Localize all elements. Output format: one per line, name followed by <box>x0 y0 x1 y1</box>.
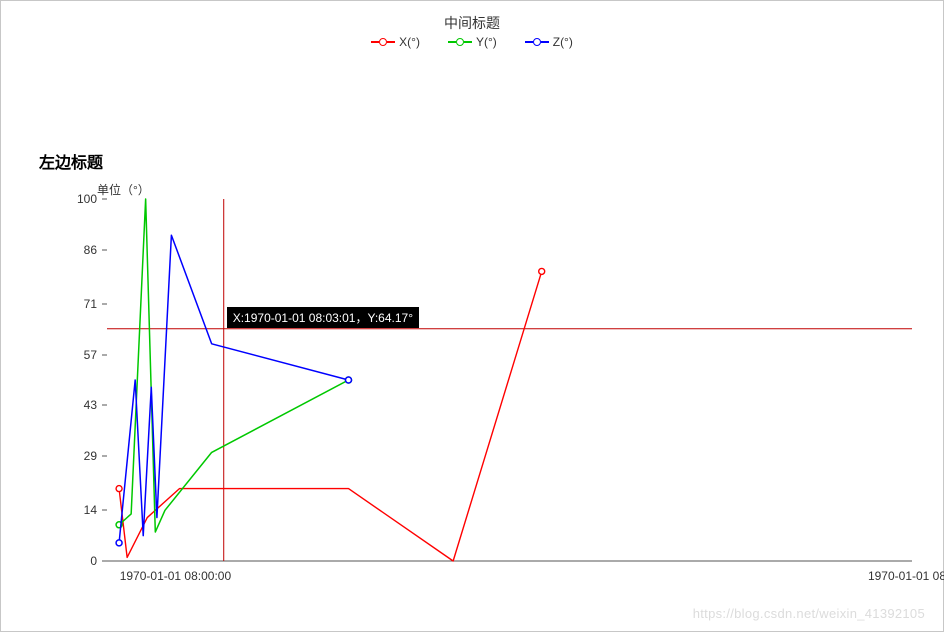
y-tick-mark <box>102 199 107 200</box>
y-tick-label: 86 <box>84 243 97 257</box>
chart-center-title: 中间标题 <box>1 13 943 33</box>
y-tick-label: 43 <box>84 398 97 412</box>
chart-plot-area: 单位（°）01429435771861001970-01-01 08:00:00… <box>107 199 912 561</box>
legend-label: X(°) <box>399 35 420 49</box>
legend-marker-icon <box>448 36 472 48</box>
y-tick-label: 29 <box>84 449 97 463</box>
series-marker-icon <box>116 540 122 546</box>
series-line-0 <box>119 271 542 561</box>
y-tick-label: 57 <box>84 348 97 362</box>
y-tick-mark <box>102 249 107 250</box>
legend-marker-icon <box>371 36 395 48</box>
series-line-1 <box>119 199 348 532</box>
y-tick-label: 0 <box>90 554 97 568</box>
legend-marker-icon <box>525 36 549 48</box>
legend-item-1[interactable]: Y(°) <box>448 35 497 49</box>
series-marker-icon <box>116 486 122 492</box>
series-marker-icon <box>539 268 545 274</box>
legend-item-0[interactable]: X(°) <box>371 35 420 49</box>
chart-frame: 中间标题 X(°)Y(°)Z(°) 左边标题 单位（°）014294357718… <box>0 0 944 632</box>
legend-item-2[interactable]: Z(°) <box>525 35 573 49</box>
watermark-text: https://blog.csdn.net/weixin_41392105 <box>693 606 925 621</box>
y-axis-unit-label: 单位（°） <box>97 181 150 198</box>
y-tick-label: 100 <box>77 192 97 206</box>
chart-legend: X(°) Y(°) Z(°) <box>1 35 943 51</box>
y-tick-mark <box>102 510 107 511</box>
y-tick-label: 14 <box>84 503 97 517</box>
chart-left-title: 左边标题 <box>39 149 103 173</box>
y-tick-mark <box>102 405 107 406</box>
y-tick-mark <box>102 354 107 355</box>
x-tick-label: 1970-01-01 08:1 <box>868 569 944 583</box>
legend-label: Y(°) <box>476 35 497 49</box>
series-line-2 <box>119 235 348 543</box>
series-marker-icon <box>346 377 352 383</box>
y-tick-label: 71 <box>84 297 97 311</box>
chart-svg <box>107 199 912 561</box>
x-tick-label: 1970-01-01 08:00:00 <box>120 569 231 583</box>
y-tick-mark <box>102 303 107 304</box>
y-tick-mark <box>102 456 107 457</box>
legend-label: Z(°) <box>553 35 573 49</box>
y-tick-mark <box>102 561 107 562</box>
